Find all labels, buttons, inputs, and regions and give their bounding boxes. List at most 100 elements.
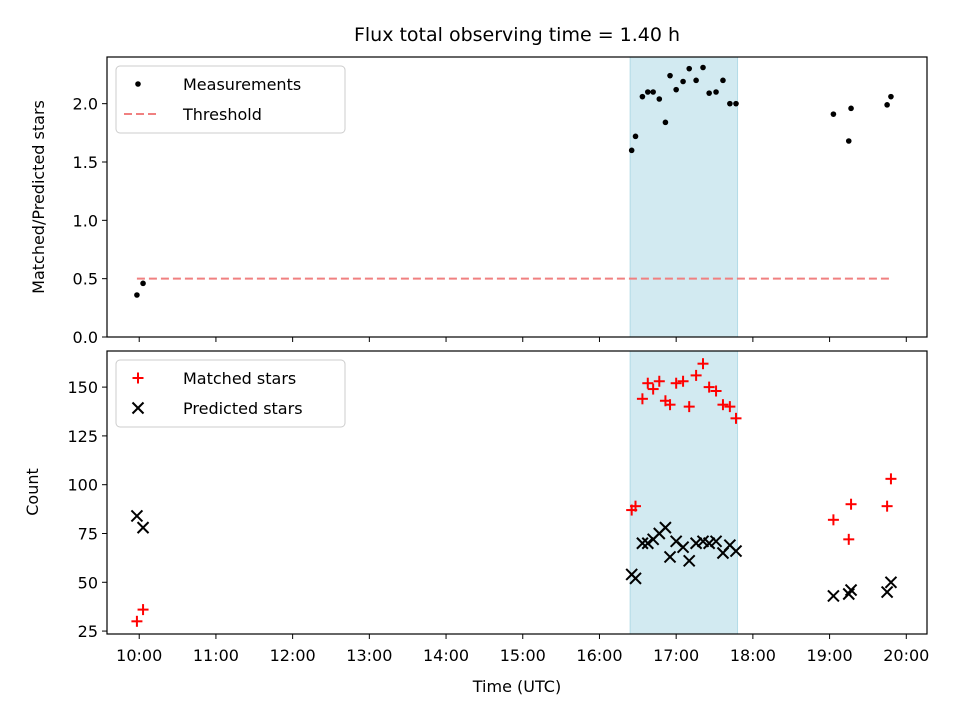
marker-stroke (884, 576, 898, 589)
legend-measurement-icon (135, 81, 141, 87)
measurement-point (848, 105, 854, 112)
legend-matched-icon (132, 372, 144, 384)
marker-stroke (709, 535, 723, 548)
predicted-star-marker (636, 537, 649, 550)
y-tick-label: 1.5 (73, 153, 98, 172)
predicted-star-marker (629, 572, 642, 585)
measurement-point (656, 96, 663, 102)
marker-stroke (729, 544, 743, 558)
marker-stroke (827, 589, 840, 603)
marker-stroke (696, 535, 710, 548)
marker-stroke (702, 537, 716, 550)
y-tick-label: 2.0 (73, 95, 98, 114)
matched-star-marker (683, 401, 695, 413)
marker-stroke (659, 521, 672, 534)
measurement-point (706, 90, 712, 96)
measurement-point (845, 138, 852, 144)
legend-predicted-icon (131, 401, 145, 415)
matched-star-marker (881, 500, 893, 512)
observing-window-span (629, 350, 739, 635)
top-y-axis-label: Matched/Predicted stars (29, 100, 48, 294)
matched-star-marker (843, 533, 855, 545)
y-tick-label: 1.0 (73, 211, 98, 230)
matched-star-marker (717, 399, 729, 411)
y-tick-label: 100 (67, 476, 98, 495)
marker-stroke (131, 401, 145, 415)
matched-star-marker (131, 615, 143, 627)
marker-stroke (676, 540, 690, 554)
x-axis-label: Time (UTC) (472, 677, 561, 696)
matched-star-marker (710, 385, 722, 397)
predicted-star-marker (663, 550, 677, 564)
legend-box (115, 65, 346, 134)
matched-star-marker (642, 377, 654, 389)
marker-stroke (130, 509, 144, 523)
measurement-point (830, 111, 837, 117)
bottom-y-axis-label: Count (23, 468, 42, 516)
y-tick-label: 50 (78, 573, 98, 592)
x-tick-label: 17:00 (653, 646, 699, 665)
predicted-star-marker (709, 535, 723, 548)
matched-star-marker (827, 514, 839, 526)
measurement-point (686, 65, 693, 72)
y-tick-label: 125 (67, 427, 98, 446)
axes-frame (106, 350, 928, 635)
matched-star-marker (647, 383, 659, 395)
measurement-point (884, 102, 890, 108)
predicted-star-marker (683, 554, 696, 568)
predicted-star-marker (689, 537, 703, 550)
predicted-star-marker (729, 544, 743, 558)
measurement-point (628, 147, 635, 154)
legend: Matched stars Predicted stars (115, 359, 346, 428)
observing-window-span (629, 56, 739, 338)
matched-star-marker (670, 377, 682, 389)
data-layer (130, 358, 898, 627)
bottom-panel-star-counts: 25 50 75 100 125 150 10:00 11:00 12:00 13:00 14:00… (67, 350, 929, 665)
marker-stroke (636, 537, 649, 550)
matched-star-marker (690, 369, 702, 381)
x-tick-label: 19:00 (807, 646, 853, 665)
x-tick-label: 16:00 (576, 646, 622, 665)
x-tick-label: 10:00 (116, 646, 162, 665)
x-tick-label: 20:00 (883, 646, 929, 665)
matched-star-marker (636, 393, 648, 405)
matched-star-marker (724, 401, 736, 413)
measurement-point (733, 100, 739, 107)
marker-stroke (641, 537, 654, 550)
measurement-point (720, 77, 726, 84)
matched-star-marker (697, 358, 709, 370)
measurement-point (667, 72, 673, 79)
legend-label: Measurements (183, 75, 301, 94)
predicted-star-marker (702, 537, 716, 550)
legend-label: Matched stars (183, 369, 296, 388)
matched-star-marker (730, 412, 742, 424)
axes-frame (106, 56, 928, 338)
marker-stroke (629, 572, 642, 585)
matched-star-marker (653, 375, 665, 387)
measurement-point (644, 89, 651, 95)
predicted-star-marker (844, 583, 858, 597)
marker-stroke (689, 537, 703, 550)
marker-stroke (136, 521, 150, 534)
legend-label: Threshold (182, 105, 262, 124)
data-layer (134, 64, 894, 298)
matched-star-marker (677, 375, 689, 387)
matched-star-marker (885, 473, 897, 485)
marker-stroke (844, 583, 858, 597)
marker-stroke (683, 554, 696, 568)
marker-stroke (663, 550, 677, 564)
measurement-point (727, 100, 733, 107)
measurement-point (713, 89, 719, 95)
predicted-star-marker (880, 585, 894, 599)
measurement-point (693, 77, 699, 84)
legend-box (115, 359, 346, 428)
x-tick-label: 11:00 (193, 646, 239, 665)
marker-stroke (723, 538, 737, 552)
measurement-point (632, 133, 639, 140)
y-tick-label: 0.5 (73, 270, 98, 289)
measurement-point (140, 280, 146, 287)
matched-star-marker (845, 498, 857, 510)
x-tick-label: 14:00 (423, 646, 469, 665)
legend-label: Predicted stars (183, 399, 303, 418)
